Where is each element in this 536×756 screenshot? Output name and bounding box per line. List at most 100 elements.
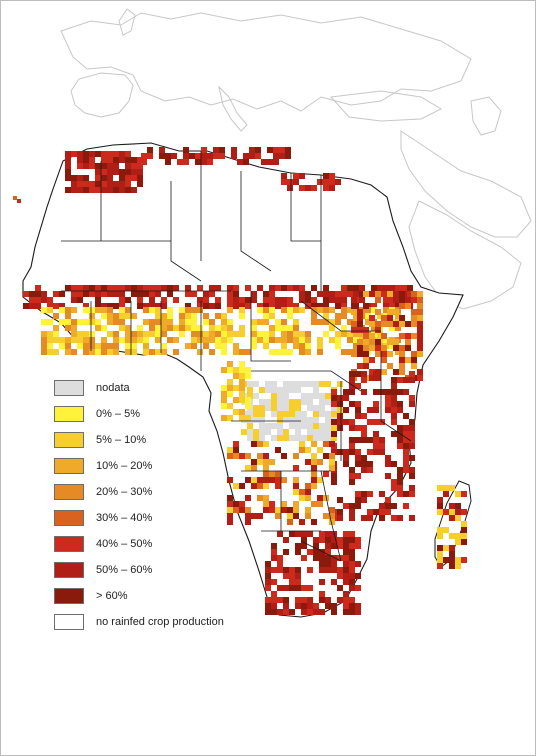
raster-cell (289, 579, 295, 585)
raster-cell (313, 429, 319, 435)
raster-cell (203, 313, 209, 319)
raster-cell (119, 313, 125, 319)
raster-cell (337, 401, 343, 407)
raster-cell (305, 343, 311, 349)
raster-cell (403, 449, 409, 455)
raster-cell (343, 561, 349, 567)
raster-cell (281, 453, 287, 459)
raster-cell (417, 321, 423, 327)
raster-cell (119, 337, 125, 343)
raster-cell (361, 425, 367, 431)
raster-cell (167, 307, 173, 313)
raster-cell (355, 543, 361, 549)
raster-cell (113, 313, 119, 319)
raster-cell (173, 349, 179, 355)
raster-cell (393, 309, 399, 315)
legend-swatch (54, 510, 84, 526)
raster-cell (313, 393, 319, 399)
raster-cell (403, 443, 409, 449)
raster-cell (65, 313, 71, 319)
raster-cell (299, 337, 305, 343)
raster-cell (65, 169, 71, 175)
raster-cell (137, 291, 143, 297)
raster-cell (417, 339, 423, 345)
raster-cell (271, 399, 277, 405)
raster-cell (281, 319, 287, 325)
raster-cell (227, 307, 233, 313)
raster-cell (257, 319, 263, 325)
raster-cell (397, 485, 403, 491)
raster-cell (397, 407, 403, 413)
raster-cell (269, 331, 275, 337)
raster-cell (273, 159, 279, 165)
raster-cell (325, 393, 331, 399)
raster-cell (173, 325, 179, 331)
raster-cell (437, 545, 443, 551)
raster-cell (343, 419, 349, 425)
raster-cell (277, 597, 283, 603)
raster-cell (265, 387, 271, 393)
raster-cell (159, 147, 165, 153)
raster-cell (269, 507, 275, 513)
raster-cell (417, 315, 423, 321)
raster-cell (89, 343, 95, 349)
raster-cell (143, 319, 149, 325)
raster-cell (227, 385, 233, 391)
raster-cell (323, 453, 329, 459)
raster-cell (41, 307, 47, 313)
raster-cell (101, 163, 107, 169)
raster-cell (357, 327, 363, 333)
raster-cell (221, 319, 227, 325)
raster-cell (317, 495, 323, 501)
raster-cell (253, 381, 259, 387)
raster-cell (269, 477, 275, 483)
raster-cell (359, 291, 365, 297)
raster-cell (399, 369, 405, 375)
raster-cell (295, 435, 301, 441)
raster-cell (359, 285, 365, 291)
raster-cell (353, 337, 359, 343)
raster-cell (131, 157, 137, 163)
raster-cell (53, 291, 59, 297)
raster-cell (319, 393, 325, 399)
raster-cell (281, 179, 287, 185)
raster-cell (361, 371, 367, 377)
raster-cell (277, 399, 283, 405)
raster-cell (351, 327, 357, 333)
raster-cell (41, 291, 47, 297)
raster-cell (461, 539, 467, 545)
raster-cell (191, 325, 197, 331)
raster-cell (299, 447, 305, 453)
raster-cell (29, 297, 35, 303)
raster-cell (197, 285, 203, 291)
raster-cell (369, 339, 375, 345)
raster-cell (379, 515, 385, 521)
raster-cell (299, 441, 305, 447)
raster-cell (337, 543, 343, 549)
raster-cell (399, 315, 405, 321)
legend-item-over-60: > 60% (54, 587, 128, 605)
raster-cell (343, 407, 349, 413)
raster-cell (239, 483, 245, 489)
raster-cell (119, 319, 125, 325)
raster-cell (131, 187, 137, 193)
legend-item-30-40: 30% – 40% (54, 509, 152, 527)
raster-cell (379, 509, 385, 515)
raster-cell (373, 371, 379, 377)
raster-cell (247, 429, 253, 435)
raster-cell (185, 307, 191, 313)
raster-cell (455, 509, 461, 515)
raster-cell (405, 303, 411, 309)
raster-cell (245, 477, 251, 483)
raster-cell (391, 419, 397, 425)
raster-cell (449, 551, 455, 557)
raster-cell (245, 297, 251, 303)
raster-cell (119, 175, 125, 181)
raster-cell (367, 461, 373, 467)
raster-cell (299, 307, 305, 313)
raster-cell (267, 159, 273, 165)
raster-cell (349, 585, 355, 591)
raster-cell (409, 473, 415, 479)
raster-cell (331, 405, 337, 411)
raster-cell (95, 163, 101, 169)
